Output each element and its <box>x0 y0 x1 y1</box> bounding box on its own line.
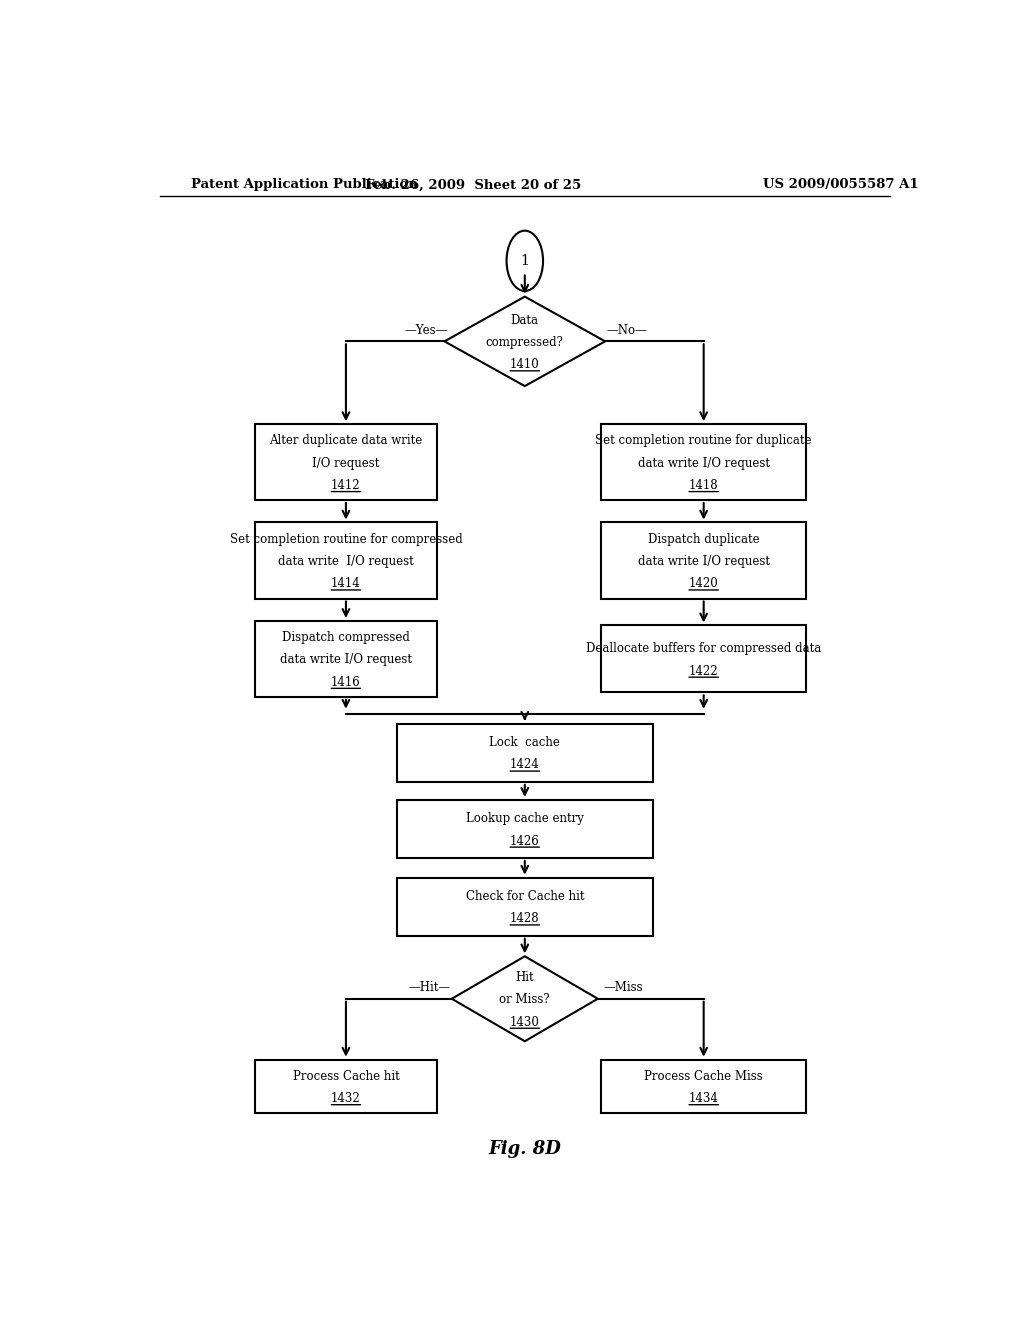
Text: Patent Application Publication: Patent Application Publication <box>191 178 418 191</box>
Polygon shape <box>444 297 605 385</box>
Text: Check for Cache hit: Check for Cache hit <box>466 890 584 903</box>
Text: Dispatch compressed: Dispatch compressed <box>282 631 410 644</box>
FancyBboxPatch shape <box>397 723 652 781</box>
Text: 1422: 1422 <box>689 664 719 677</box>
Text: Process Cache hit: Process Cache hit <box>293 1069 399 1082</box>
Text: data write  I/O request: data write I/O request <box>279 554 414 568</box>
Text: Deallocate buffers for compressed data: Deallocate buffers for compressed data <box>586 643 821 655</box>
Text: Set completion routine for duplicate: Set completion routine for duplicate <box>595 434 812 447</box>
Text: data write I/O request: data write I/O request <box>280 653 412 667</box>
FancyBboxPatch shape <box>255 1060 437 1113</box>
Text: Feb. 26, 2009  Sheet 20 of 25: Feb. 26, 2009 Sheet 20 of 25 <box>366 178 582 191</box>
Text: 1424: 1424 <box>510 759 540 771</box>
Text: 1426: 1426 <box>510 834 540 847</box>
Text: Hit: Hit <box>515 972 535 983</box>
FancyBboxPatch shape <box>601 523 806 598</box>
Text: data write I/O request: data write I/O request <box>638 457 770 470</box>
Text: Lookup cache entry: Lookup cache entry <box>466 812 584 825</box>
Text: 1434: 1434 <box>689 1092 719 1105</box>
Text: 1432: 1432 <box>331 1092 360 1105</box>
FancyBboxPatch shape <box>397 800 652 858</box>
Text: —No—: —No— <box>606 323 647 337</box>
Text: 1420: 1420 <box>689 577 719 590</box>
Text: compressed?: compressed? <box>485 335 564 348</box>
Text: 1410: 1410 <box>510 358 540 371</box>
FancyBboxPatch shape <box>397 878 652 936</box>
Text: —Hit—: —Hit— <box>409 981 451 994</box>
Polygon shape <box>452 956 598 1041</box>
Text: 1414: 1414 <box>331 577 360 590</box>
Ellipse shape <box>507 231 543 290</box>
FancyBboxPatch shape <box>601 626 806 693</box>
FancyBboxPatch shape <box>601 1060 806 1113</box>
FancyBboxPatch shape <box>255 523 437 598</box>
FancyBboxPatch shape <box>255 424 437 500</box>
Text: or Miss?: or Miss? <box>500 993 550 1006</box>
Text: Fig. 8D: Fig. 8D <box>488 1140 561 1159</box>
Text: data write I/O request: data write I/O request <box>638 554 770 568</box>
Text: 1428: 1428 <box>510 912 540 925</box>
Text: I/O request: I/O request <box>312 457 380 470</box>
Text: 1412: 1412 <box>331 479 360 492</box>
Text: —Yes—: —Yes— <box>404 323 447 337</box>
Text: Process Cache Miss: Process Cache Miss <box>644 1069 763 1082</box>
FancyBboxPatch shape <box>255 620 437 697</box>
Text: 1416: 1416 <box>331 676 360 689</box>
Text: 1430: 1430 <box>510 1015 540 1028</box>
Text: 1418: 1418 <box>689 479 719 492</box>
Text: Set completion routine for compressed: Set completion routine for compressed <box>229 533 462 545</box>
Text: Data: Data <box>511 314 539 326</box>
Text: 1: 1 <box>520 253 529 268</box>
Text: Lock  cache: Lock cache <box>489 737 560 750</box>
Text: —Miss: —Miss <box>603 981 643 994</box>
Text: Alter duplicate data write: Alter duplicate data write <box>269 434 423 447</box>
FancyBboxPatch shape <box>601 424 806 500</box>
Text: US 2009/0055587 A1: US 2009/0055587 A1 <box>763 178 919 191</box>
Text: Dispatch duplicate: Dispatch duplicate <box>648 533 760 545</box>
